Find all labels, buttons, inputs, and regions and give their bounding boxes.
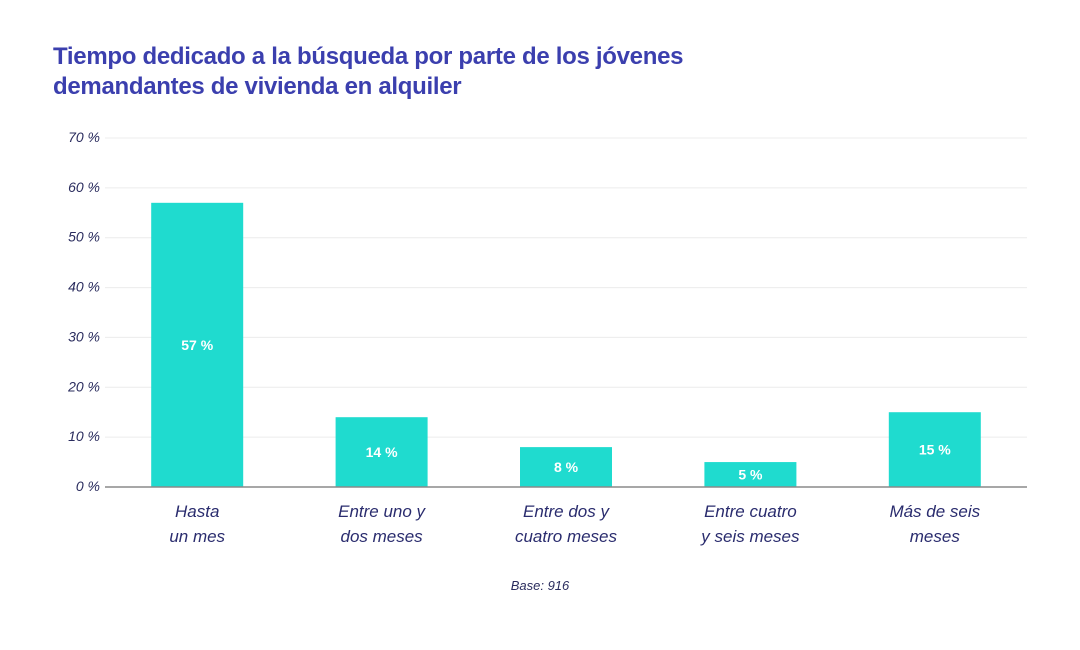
x-category-label: un mes (169, 527, 225, 546)
data-label: 14 % (366, 444, 398, 460)
data-label: 8 % (554, 459, 579, 475)
x-category-label: dos meses (340, 527, 423, 546)
y-tick-label: 40 % (68, 279, 100, 295)
bar (151, 202, 244, 488)
footnote-base: Base: 916 (510, 578, 570, 593)
y-tick-label: 0 % (76, 478, 100, 494)
chart-title: Tiempo dedicado a la búsqueda por parte … (53, 43, 684, 100)
y-tick-label: 50 % (68, 229, 100, 245)
x-category-label: Más de seis (889, 502, 980, 521)
y-tick-label: 10 % (68, 428, 100, 444)
bar (520, 447, 612, 487)
x-category-label: meses (910, 527, 961, 546)
data-label: 57 % (181, 337, 213, 353)
x-category-label: y seis meses (700, 527, 800, 546)
y-tick-label: 70 % (68, 129, 100, 145)
bar (704, 462, 797, 487)
x-category-label: Entre cuatro (704, 502, 797, 521)
y-tick-label: 20 % (67, 378, 100, 394)
y-tick-label: 30 % (68, 328, 100, 344)
bar (335, 417, 428, 487)
x-category-label: cuatro meses (515, 527, 618, 546)
bar (888, 412, 981, 487)
data-label: 15 % (919, 442, 951, 458)
x-category-label: Entre dos y (523, 502, 610, 521)
data-label: 5 % (738, 467, 763, 483)
y-tick-label: 60 % (68, 179, 100, 195)
x-category-label: Entre uno y (338, 502, 426, 521)
x-category-label: Hasta (175, 502, 219, 521)
